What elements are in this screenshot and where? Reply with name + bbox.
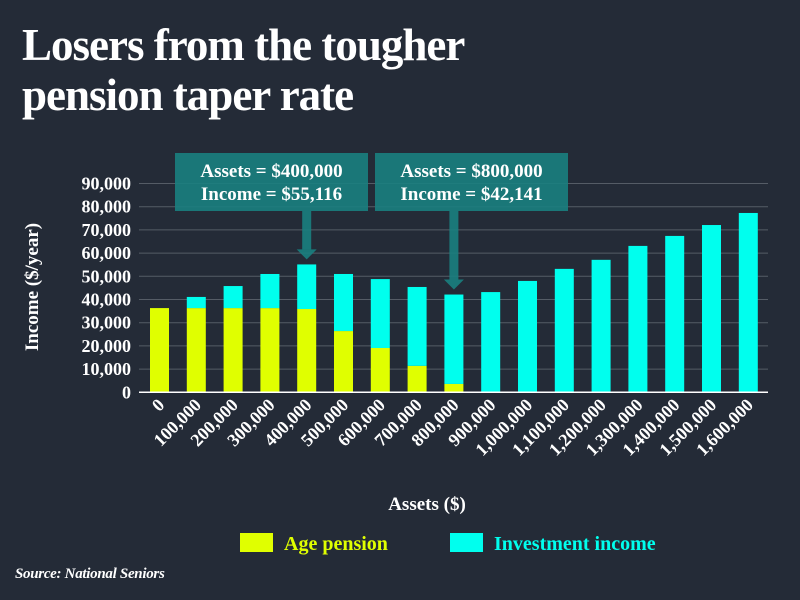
x-axis-label: Assets ($) (388, 494, 466, 515)
callout-arrow-stem (449, 211, 459, 280)
bar-age-pension (186, 308, 206, 393)
y-tick-label: 30,000 (82, 313, 132, 333)
bar-age-pension (407, 365, 427, 393)
callout-arrowhead (296, 249, 317, 260)
y-tick-label: 40,000 (82, 290, 132, 310)
bar-investment-income (518, 280, 537, 393)
y-tick-label: 20,000 (82, 336, 132, 356)
bar-stack (150, 308, 169, 393)
bar-stack (260, 273, 280, 393)
title-line-2: pension taper rate (22, 70, 354, 120)
bar-investment-income (554, 268, 574, 393)
bar-investment-income (665, 235, 685, 393)
bar-investment-income (260, 273, 280, 309)
x-axis-ticks: 0100,000200,000300,000400,000500,000600,… (148, 395, 757, 460)
bar-investment-income (628, 245, 648, 393)
bar-stack (186, 296, 206, 393)
bar-stack (518, 280, 537, 393)
source-note: Source: National Seniors (15, 566, 165, 582)
y-tick-label: 60,000 (82, 243, 132, 263)
y-tick-label: 50,000 (82, 266, 132, 286)
bar-investment-income (444, 294, 464, 384)
bar-stack (444, 294, 464, 393)
bar-investment-income (481, 292, 501, 393)
bar-stack (591, 259, 611, 393)
y-axis-ticks: 0 10,000 20,000 30,000 40,000 50,000 60,000 70,… (82, 174, 132, 403)
callout-arrowhead (443, 279, 464, 290)
bar-stack (665, 235, 685, 393)
bar-stack (223, 286, 243, 393)
bar-age-pension (370, 347, 390, 393)
bar-stack (702, 225, 721, 393)
legend-label: Investment income (494, 533, 656, 555)
legend: Age pension Investment income (240, 533, 656, 555)
y-tick-label: 80,000 (82, 197, 132, 217)
bar-age-pension (150, 308, 169, 393)
y-tick-label: 70,000 (82, 220, 132, 240)
bar-investment-income (738, 212, 758, 393)
bars (150, 212, 758, 393)
chart-title: Losers from the tougher pension taper ra… (22, 20, 662, 120)
bar-investment-income (591, 259, 611, 393)
y-axis-label: Income ($/year) (22, 223, 43, 351)
legend-label: Age pension (284, 533, 388, 555)
legend-item-investment-income: Investment income (450, 533, 656, 555)
bar-age-pension (223, 308, 243, 393)
x-tick-label: 0 (148, 395, 169, 416)
bar-investment-income (186, 296, 206, 309)
legend-item-age-pension: Age pension (240, 533, 388, 555)
callout-box (175, 153, 368, 211)
y-tick-label: 90,000 (82, 174, 132, 194)
callout-arrow-stem (302, 211, 312, 250)
bar-investment-income (407, 286, 427, 366)
bar-stack (297, 264, 317, 393)
callout-box (375, 153, 568, 211)
bar-stack (370, 279, 390, 393)
bar-investment-income (297, 264, 317, 310)
y-tick-label: 0 (122, 382, 131, 402)
bar-stack (738, 212, 758, 393)
y-tick-label: 10,000 (82, 359, 132, 379)
callout-assets: Assets = $400,000 (200, 161, 342, 182)
bar-stack (628, 245, 648, 393)
bar-stack (481, 292, 501, 393)
bar-stack (334, 273, 353, 393)
callout-income: Income = $55,116 (201, 184, 342, 205)
bar-age-pension (260, 308, 280, 393)
bar-investment-income (370, 279, 390, 348)
bar-stack (554, 268, 574, 393)
bar-investment-income (702, 225, 721, 393)
callout-assets: Assets = $800,000 (400, 161, 542, 182)
bar-age-pension (297, 309, 317, 393)
bar-investment-income (334, 273, 353, 332)
bar-stack (407, 286, 427, 393)
bar-investment-income (223, 286, 243, 309)
callout-income: Income = $42,141 (400, 184, 542, 205)
legend-swatch (450, 533, 483, 552)
bar-age-pension (334, 331, 353, 393)
legend-swatch (240, 533, 273, 552)
bar-age-pension (444, 383, 464, 393)
title-line-1: Losers from the tougher (22, 20, 465, 70)
